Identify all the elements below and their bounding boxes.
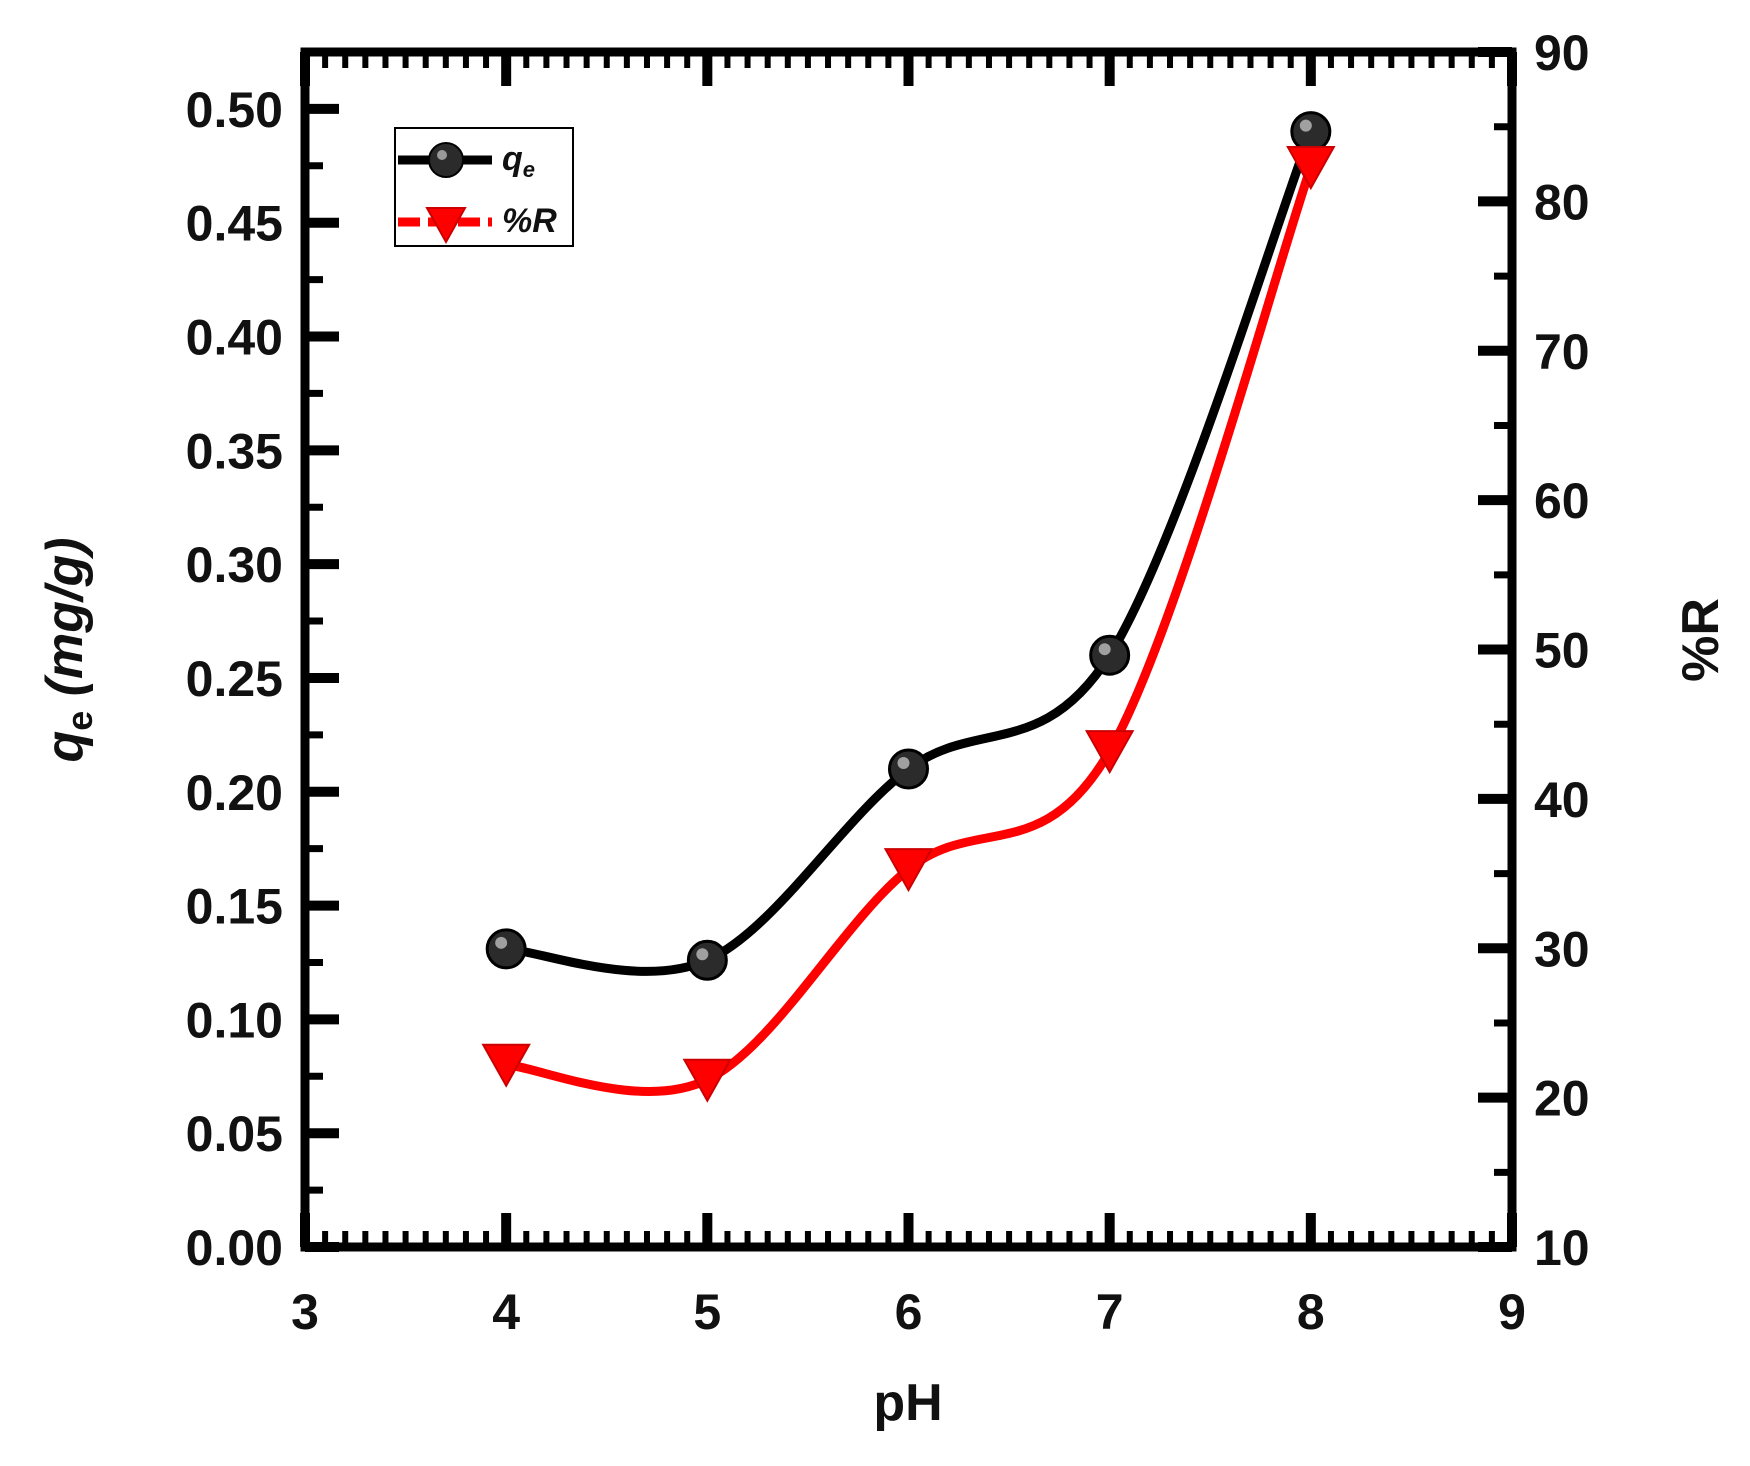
x-tick-label: 4 (492, 1284, 520, 1340)
left-axis-title: qe (mg/g) (36, 537, 100, 762)
left-tick-label: 0.20 (186, 765, 283, 821)
qe-point-highlight (696, 948, 709, 961)
qe-point-highlight (1098, 643, 1111, 656)
left-axis-title-main: q (36, 731, 94, 763)
r-point (1084, 730, 1135, 775)
labels-layer: 3 4 5 6 7 8 9 0.00 0.05 0.10 0.15 0.20 0.25 0.30 0.35 0… (186, 25, 1590, 1340)
right-tick-label: 60 (1534, 473, 1590, 529)
qe-point (485, 928, 527, 970)
right-tick-label: 90 (1534, 25, 1590, 81)
right-tick-label: 10 (1534, 1220, 1590, 1276)
plot-frame (300, 47, 1517, 1252)
legend-r-label: %R (502, 202, 557, 240)
left-tick-label: 0.10 (186, 992, 283, 1048)
left-tick-label: 0.45 (186, 196, 283, 252)
r-point (883, 848, 934, 893)
left-tick-label: 0.05 (186, 1106, 283, 1162)
legend-qe-label-main: q (502, 140, 523, 178)
series-line-qe (501, 127, 1316, 976)
left-tick-label: 0.15 (186, 879, 283, 935)
legend-qe-label: qe (502, 140, 535, 182)
right-tick-label: 50 (1534, 623, 1590, 679)
legend-box (394, 127, 574, 247)
x-tick-label: 5 (693, 1284, 721, 1340)
qe-point-highlight (897, 757, 910, 769)
qe-point (1290, 111, 1332, 153)
left-tick-label: 0.40 (186, 310, 283, 366)
x-tick-label: 7 (1096, 1284, 1124, 1340)
right-tick-label: 20 (1534, 1071, 1590, 1127)
legend-r-marker (425, 207, 467, 245)
qe-point (1089, 634, 1131, 676)
right-axis-title: %R (1672, 598, 1730, 682)
series-layer (481, 111, 1336, 1103)
legend-qe-marker (428, 142, 464, 178)
x-tick-label: 9 (1498, 1284, 1526, 1340)
qe-point (888, 748, 929, 790)
r-point (481, 1043, 531, 1088)
x-axis-title: pH (873, 1374, 942, 1432)
legend-qe-label-sub: e (523, 157, 535, 182)
left-tick-label: 0.50 (186, 82, 283, 138)
x-tick-label: 8 (1297, 1284, 1325, 1340)
legend-qe-marker-highlight (437, 150, 447, 160)
qe-point (686, 939, 728, 981)
r-point (682, 1058, 733, 1103)
left-tick-label: 0.25 (186, 651, 283, 707)
series-line-r (501, 162, 1316, 1096)
left-tick-label: 0.00 (186, 1220, 283, 1276)
left-tick-label: 0.30 (186, 537, 283, 593)
qe-point-highlight (1299, 119, 1312, 132)
r-point (1286, 146, 1336, 191)
legend: qe %R (394, 127, 574, 247)
right-tick-label: 30 (1534, 921, 1590, 977)
x-tick-label: 3 (291, 1284, 319, 1340)
right-tick-label: 70 (1534, 324, 1590, 380)
right-tick-label: 80 (1534, 174, 1590, 230)
qe-point-highlight (495, 936, 508, 949)
left-tick-label: 0.35 (186, 423, 283, 479)
x-tick-label: 6 (895, 1284, 923, 1340)
left-axis-title-sub: e (59, 711, 100, 731)
left-axis-title-unit: (mg/g) (36, 537, 94, 710)
right-tick-label: 40 (1534, 772, 1590, 828)
